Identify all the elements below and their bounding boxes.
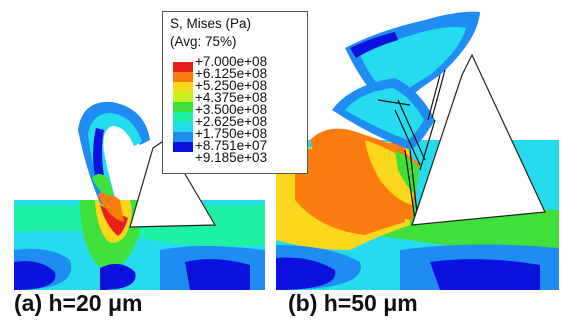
legend-swatch-5 xyxy=(173,102,193,112)
legend-swatch-7 xyxy=(173,122,193,132)
chip-a-root-green xyxy=(92,174,114,196)
legend-tick-5: +3.500e+08 xyxy=(195,102,268,117)
legend-swatch-4 xyxy=(173,92,193,102)
deep-blue-a3 xyxy=(185,259,250,290)
chip-b-segment-lower-yellow xyxy=(365,140,418,205)
stress-legend: S, Mises (Pa) (Avg: 75%) +7.000e+08 +6.1… xyxy=(162,11,308,174)
deep-blue-a2 xyxy=(100,263,136,290)
legend-tick-6: +2.625e+08 xyxy=(195,114,268,129)
chip-b-segment-middle-cyan xyxy=(345,88,424,140)
deep-blue-b1 xyxy=(276,257,336,290)
legend-swatch-3 xyxy=(173,82,193,92)
workpiece-panel-b xyxy=(276,11,559,290)
legend-tick-9: +9.185e+03 xyxy=(195,150,268,165)
legend-tick-3: +5.250e+08 xyxy=(195,78,268,93)
legend-swatch-6 xyxy=(173,112,193,122)
legend-tick-7: +1.750e+08 xyxy=(195,126,268,141)
legend-swatch-2 xyxy=(173,72,193,82)
workpiece-panel-a xyxy=(14,101,265,290)
cutting-tool-b xyxy=(411,53,546,226)
legend-tick-4: +4.375e+08 xyxy=(195,90,268,105)
chip-a-deep xyxy=(93,128,104,180)
legend-subtitle: (Avg: 75%) xyxy=(170,34,237,49)
deep-blue-a1 xyxy=(14,261,56,290)
legend-tick-1: +7.000e+08 xyxy=(195,54,268,69)
legend-title: S, Mises (Pa) xyxy=(170,16,252,31)
deep-blue-b2 xyxy=(430,259,540,290)
chip-a-root-orange xyxy=(98,192,124,222)
legend-swatch-8 xyxy=(173,132,193,142)
legend-tick-2: +6.125e+08 xyxy=(195,66,268,81)
caption-panel-a: (a) h=20 μm xyxy=(14,290,143,316)
chip-b-segment-lower xyxy=(310,128,420,220)
red-zone-a xyxy=(100,205,128,236)
legend-swatch-1 xyxy=(173,62,193,72)
shear-band-lines xyxy=(377,69,446,223)
chip-b-segment-upper-deep xyxy=(350,32,398,58)
legend-tick-8: +8.751e+07 xyxy=(195,138,268,153)
caption-panel-b: (b) h=50 μm xyxy=(288,290,418,316)
legend-swatch-9 xyxy=(173,142,193,152)
